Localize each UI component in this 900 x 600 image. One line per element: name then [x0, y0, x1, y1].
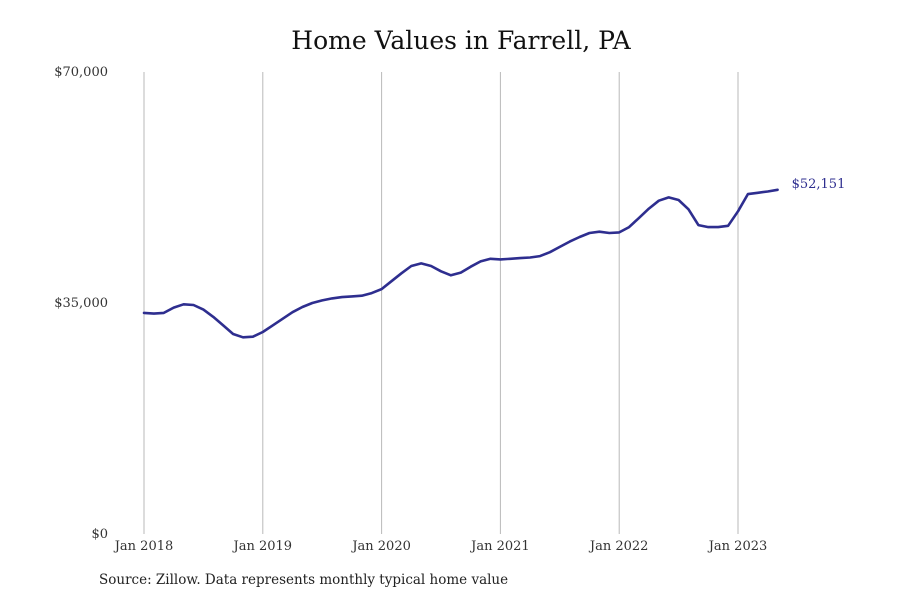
y-axis: $0 $35,000 $70,000	[54, 65, 108, 542]
y-tick-label: $70,000	[54, 65, 108, 80]
x-axis: Jan 2018 Jan 2019 Jan 2020 Jan 2021 Jan 2022…	[113, 539, 768, 554]
x-tick-label: Jan 2018	[113, 539, 174, 554]
x-tick-label: Jan 2023	[707, 539, 768, 554]
series-layer: $52,151	[142, 177, 846, 339]
x-tick-label: Jan 2021	[469, 539, 530, 554]
end-value-label: $52,151	[792, 177, 846, 192]
source-note: Source: Zillow. Data represents monthly …	[99, 572, 509, 588]
x-tick-label: Jan 2022	[588, 539, 649, 554]
y-tick-label: $35,000	[54, 296, 108, 311]
x-tick-label: Jan 2019	[232, 539, 293, 554]
series-line	[142, 188, 779, 339]
x-tick-label: Jan 2020	[350, 539, 411, 554]
y-tick-label: $0	[91, 527, 108, 542]
chart-title: Home Values in Farrell, PA	[291, 26, 631, 55]
grid-lines	[143, 72, 739, 534]
